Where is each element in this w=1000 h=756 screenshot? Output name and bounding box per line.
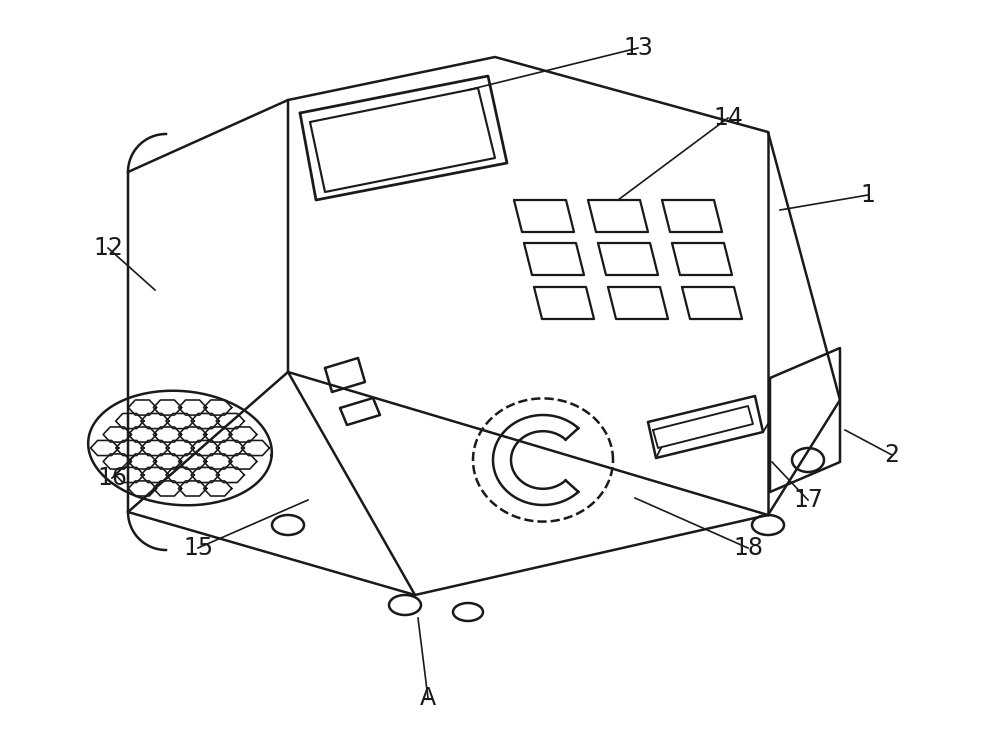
Text: 14: 14 xyxy=(713,106,743,130)
Text: A: A xyxy=(420,686,436,710)
Text: 15: 15 xyxy=(183,536,213,560)
Text: 16: 16 xyxy=(97,466,127,490)
Text: 1: 1 xyxy=(861,183,875,207)
Text: 17: 17 xyxy=(793,488,823,512)
Text: 18: 18 xyxy=(733,536,763,560)
Text: 2: 2 xyxy=(885,443,900,467)
Text: 12: 12 xyxy=(93,236,123,260)
Text: 13: 13 xyxy=(623,36,653,60)
